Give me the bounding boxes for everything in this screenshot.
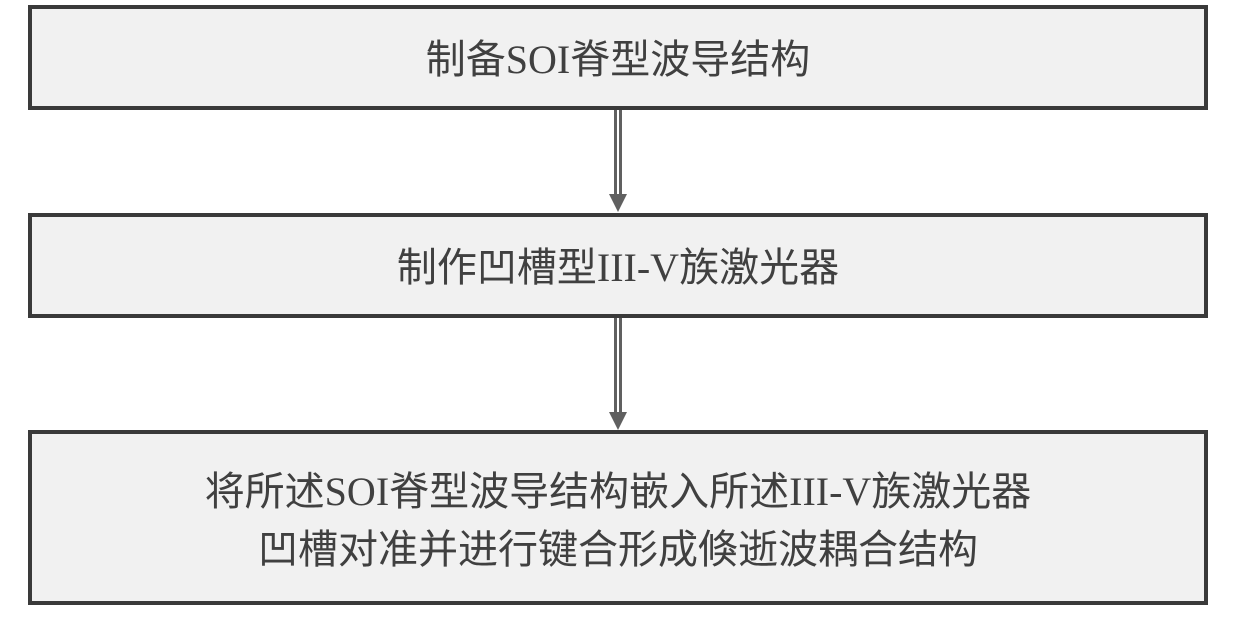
flow-node-1: 制备SOI脊型波导结构 xyxy=(28,5,1208,110)
flow-node-1-label: 制备SOI脊型波导结构 xyxy=(426,27,810,89)
flowchart-canvas: 制备SOI脊型波导结构 制作凹槽型III-V族激光器 将所述SOI脊型波导结构嵌… xyxy=(0,0,1239,635)
flow-node-3-label: 将所述SOI脊型波导结构嵌入所述III-V族激光器 凹槽对准并进行键合形成倏逝波… xyxy=(205,457,1032,579)
flow-arrow-1-head xyxy=(609,194,627,212)
flow-arrow-2-shaft xyxy=(614,318,622,412)
flow-arrow-1-shaft xyxy=(614,110,622,194)
flow-node-2: 制作凹槽型III-V族激光器 xyxy=(28,213,1208,318)
flow-node-2-label: 制作凹槽型III-V族激光器 xyxy=(397,235,839,297)
flow-arrow-2-head xyxy=(609,412,627,430)
flow-node-3: 将所述SOI脊型波导结构嵌入所述III-V族激光器 凹槽对准并进行键合形成倏逝波… xyxy=(28,430,1208,605)
